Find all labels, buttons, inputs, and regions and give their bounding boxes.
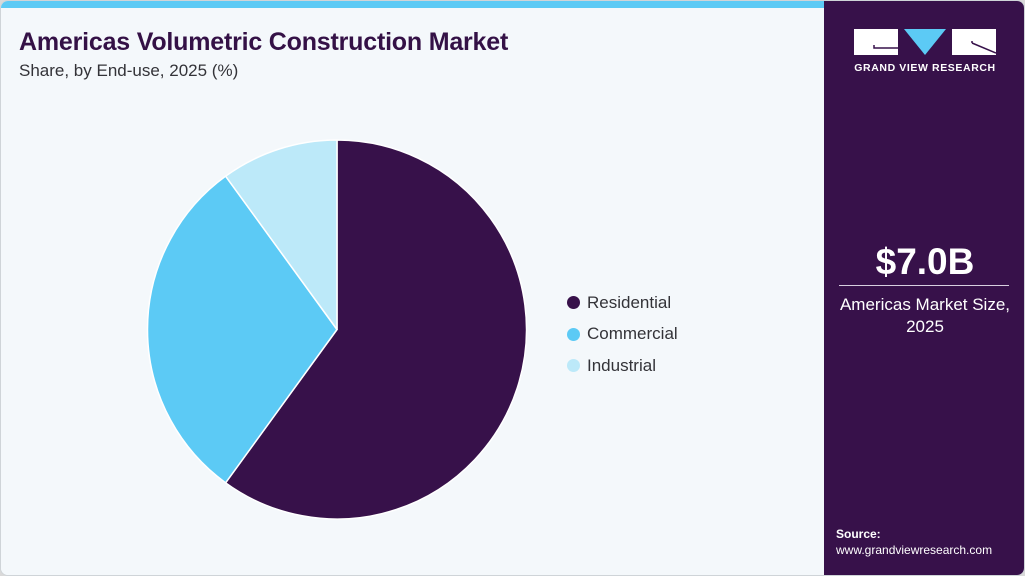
pie-slice-commercial[interactable]	[146, 175, 338, 484]
legend-label: Commercial	[587, 324, 678, 344]
market-size-value: $7.0B	[875, 241, 975, 282]
legend-label: Industrial	[587, 355, 656, 375]
market-size-label-line1: Americas Market Size,	[839, 295, 1011, 314]
legend-dot-icon	[567, 296, 580, 310]
divider	[839, 285, 1009, 286]
legend-item-commercial[interactable]: Commercial	[567, 319, 678, 351]
source-link[interactable]: www.grandviewresearch.com	[836, 543, 993, 557]
legend-dot-icon	[567, 359, 580, 373]
pie-slice-industrial[interactable]	[224, 139, 338, 331]
gvr-logo-icon[interactable]	[854, 29, 996, 55]
chart-subtitle: Share, by End-use, 2025 (%)	[19, 61, 239, 80]
pie-svg	[146, 139, 528, 520]
market-size-label: Americas Market Size, 2025	[824, 294, 1024, 338]
source-label: Source:	[836, 527, 881, 541]
market-size-label-line2: 2025	[906, 317, 944, 336]
pie-chart	[1, 1, 824, 575]
legend-dot-icon	[567, 327, 580, 341]
chart-title: Americas Volumetric Construction Market	[19, 28, 509, 56]
chart-legend: Residential Commercial Industrial	[567, 287, 678, 382]
accent-bar	[1, 1, 824, 8]
legend-label: Residential	[587, 292, 672, 312]
sidebar: GRAND VIEW RESEARCH $7.0B Americas Marke…	[824, 1, 1024, 575]
legend-item-industrial[interactable]: Industrial	[567, 350, 678, 382]
pie-slice-residential[interactable]	[224, 139, 528, 520]
legend-item-residential[interactable]: Residential	[567, 287, 678, 319]
logo-text: GRAND VIEW RESEARCH	[854, 62, 996, 74]
